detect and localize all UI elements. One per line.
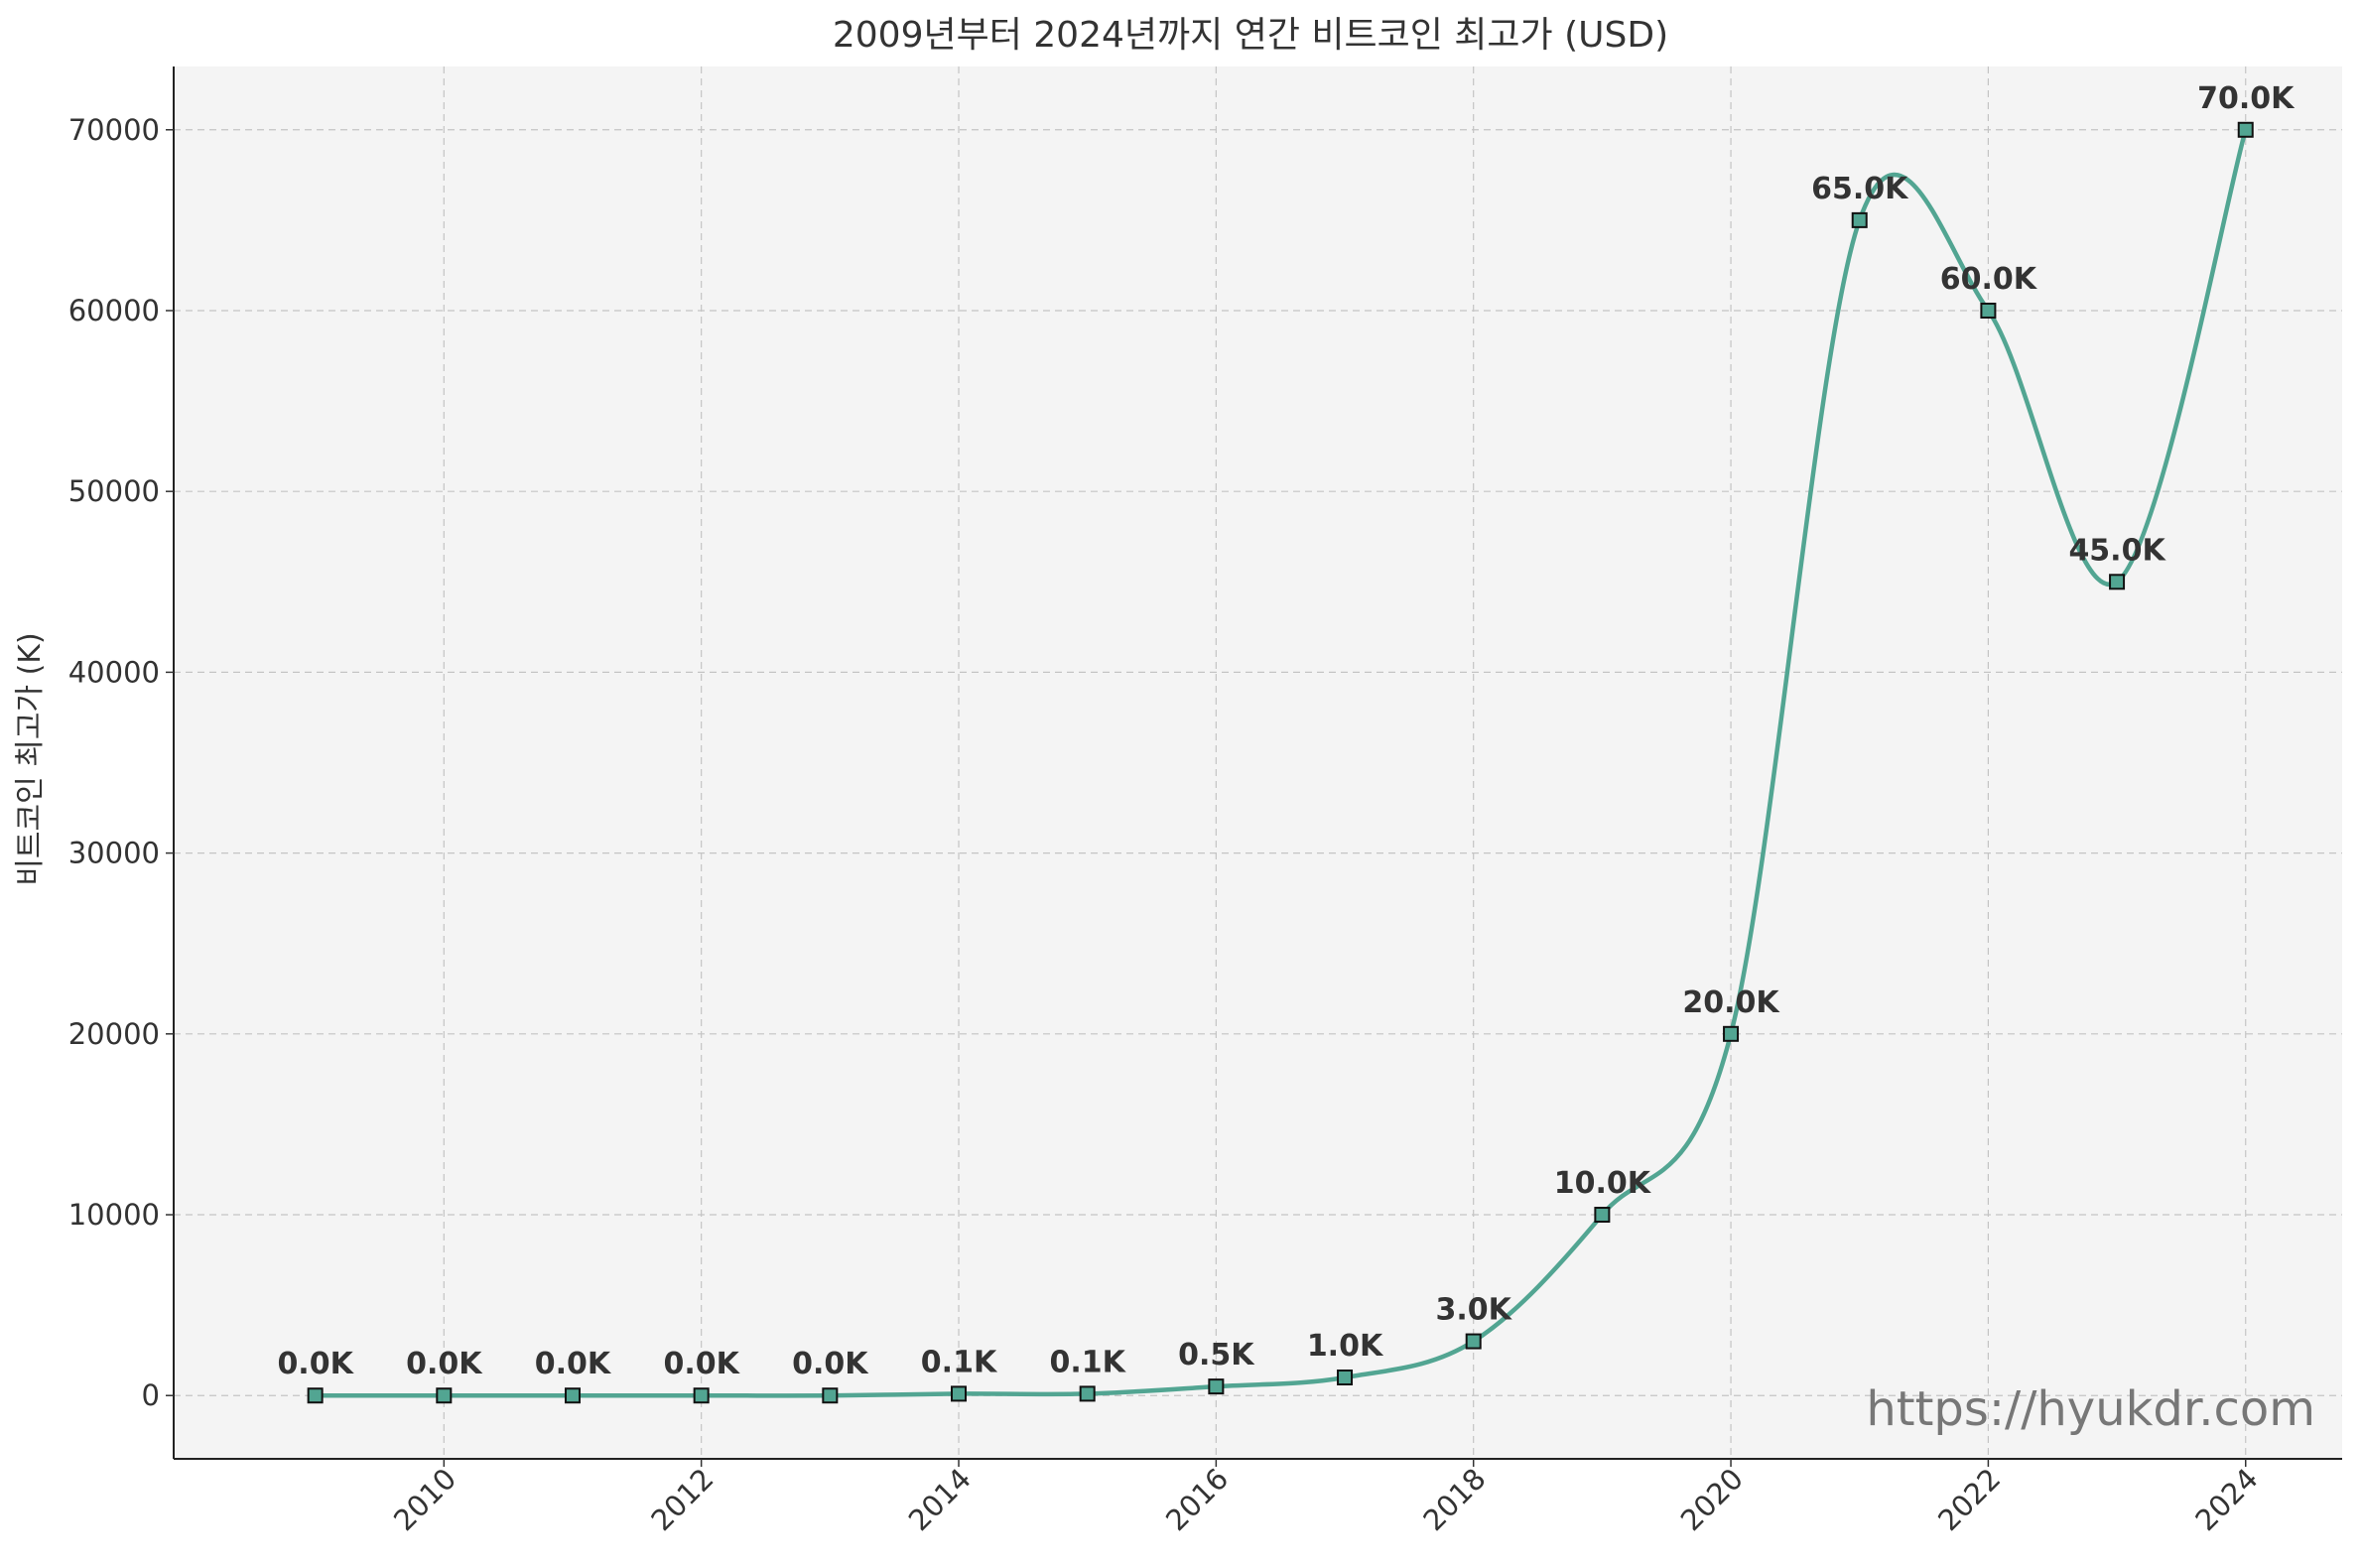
data-label: 20.0K xyxy=(1682,985,1780,1020)
data-point xyxy=(1079,1385,1096,1402)
data-label: 0.0K xyxy=(792,1347,869,1381)
data-point xyxy=(1208,1378,1225,1395)
y-tick-label: 20000 xyxy=(68,1017,160,1051)
x-tick-label: 2020 xyxy=(1674,1462,1750,1537)
y-tick-label: 50000 xyxy=(68,474,160,508)
data-label: 3.0K xyxy=(1436,1293,1513,1328)
y-tick-label: 0 xyxy=(142,1378,160,1412)
y-tick-label: 40000 xyxy=(68,655,160,689)
chart-title: 2009년부터 2024년까지 연간 비트코인 최고가 (USD) xyxy=(833,15,1668,56)
series-markers xyxy=(307,121,2254,1404)
data-point xyxy=(822,1387,839,1404)
y-tick-label: 60000 xyxy=(68,294,160,327)
data-label: 0.1K xyxy=(1049,1345,1126,1379)
data-point xyxy=(564,1387,581,1404)
x-tick-label: 2024 xyxy=(2188,1462,2264,1537)
x-axis-ticks: 2010 2012 2014 2016 2018 2020 2022 2024 xyxy=(387,1459,2265,1537)
data-label: 45.0K xyxy=(2068,533,2166,568)
y-tick-label: 70000 xyxy=(68,113,160,147)
y-tick-label: 10000 xyxy=(68,1198,160,1232)
data-point xyxy=(1594,1207,1611,1224)
data-label: 0.0K xyxy=(277,1347,354,1381)
data-point xyxy=(1851,211,1868,228)
data-point xyxy=(1723,1025,1740,1042)
x-tick-label: 2012 xyxy=(644,1462,720,1537)
data-label: 0.0K xyxy=(663,1347,740,1381)
data-label: 0.5K xyxy=(1178,1338,1255,1372)
data-label: 60.0K xyxy=(1940,262,2038,297)
data-label: 10.0K xyxy=(1554,1166,1652,1201)
y-axis-ticks: 0 10000 20000 30000 40000 50000 60000 70000 xyxy=(68,113,174,1412)
watermark: https://hyukdr.com xyxy=(1866,1381,2315,1437)
x-tick-label: 2022 xyxy=(1931,1462,2007,1537)
data-point xyxy=(2237,121,2254,138)
data-label: 0.0K xyxy=(406,1347,483,1381)
data-label: 1.0K xyxy=(1307,1329,1384,1364)
data-point xyxy=(1980,302,1997,319)
x-tick-label: 2016 xyxy=(1159,1462,1235,1537)
data-point xyxy=(436,1387,453,1404)
data-point xyxy=(951,1385,968,1402)
data-label: 0.0K xyxy=(535,1347,612,1381)
data-point xyxy=(307,1387,324,1404)
y-tick-label: 30000 xyxy=(68,837,160,870)
data-label: 65.0K xyxy=(1811,172,1909,206)
data-point xyxy=(2109,574,2126,590)
data-point xyxy=(693,1387,710,1404)
x-tick-label: 2018 xyxy=(1416,1462,1492,1537)
data-labels: 0.0K 0.0K 0.0K 0.0K 0.0K 0.1K 0.1K 0.5K 1.0K 3.0K… xyxy=(277,81,2295,1381)
y-axis-label: 비트코인 최고가 (K) xyxy=(13,632,48,885)
x-tick-label: 2010 xyxy=(387,1462,462,1537)
axes xyxy=(173,66,2342,1460)
data-label: 70.0K xyxy=(2197,81,2295,116)
data-point xyxy=(1337,1370,1354,1386)
data-label: 0.1K xyxy=(921,1345,998,1379)
x-tick-label: 2014 xyxy=(902,1462,978,1537)
data-point xyxy=(1465,1333,1482,1350)
